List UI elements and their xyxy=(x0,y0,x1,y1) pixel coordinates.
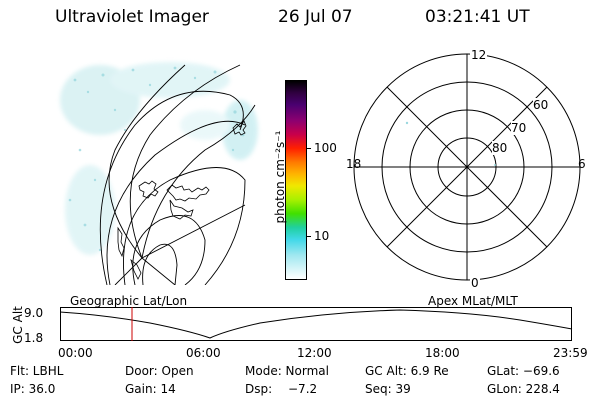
tick-mark xyxy=(306,148,311,149)
altitude-plot xyxy=(60,307,573,341)
apex-caption: Apex MLat/MLT xyxy=(428,294,518,308)
alt-tick-top: 9.0 xyxy=(24,306,44,320)
lat-label-80: 80 xyxy=(492,141,508,155)
mlt-label-6: 6 xyxy=(578,157,586,171)
gc-alt-axis-title: GC Alt xyxy=(11,306,25,344)
geographic-map xyxy=(60,62,258,285)
color-scale: 100 10 photon cm⁻²s⁻¹ xyxy=(260,70,340,285)
time-tick-1800: 18:00 xyxy=(425,346,460,360)
uv-emission xyxy=(60,62,258,255)
gain-status: Gain: 14 xyxy=(125,382,176,396)
time-tick-2359: 23:59 xyxy=(553,346,588,360)
emission-specks xyxy=(68,66,245,252)
mlt-label-0: 0 xyxy=(470,276,480,290)
dsp-value: −7.2 xyxy=(288,382,318,396)
dsp-label: Dsp: xyxy=(245,382,273,396)
instrument-title: Ultraviolet Imager xyxy=(55,7,209,27)
ip-status: IP: 36.0 xyxy=(10,382,56,396)
seq-status: Seq: 39 xyxy=(365,382,411,396)
alt-tick-bottom: 1.8 xyxy=(24,331,44,345)
time-tick-0000: 00:00 xyxy=(58,346,93,360)
geo-grid xyxy=(99,64,256,285)
filter-status: Flt: LBHL xyxy=(10,364,64,378)
mlt-label-18: 18 xyxy=(346,157,362,171)
glon-status: GLon: 228.4 xyxy=(487,382,560,396)
lat-label-70: 70 xyxy=(511,121,527,135)
polar-mlat-mlt-plot xyxy=(353,53,581,281)
glat-status: GLat: −69.6 xyxy=(487,364,560,378)
mode-status: Mode: Normal xyxy=(245,364,329,378)
date-label: 26 Jul 07 xyxy=(278,7,353,27)
coastline xyxy=(117,120,247,280)
door-status: Door: Open xyxy=(125,364,194,378)
geographic-caption: Geographic Lat/Lon xyxy=(70,294,188,308)
colorbar-unit-label: photon cm⁻²s⁻¹ xyxy=(273,130,287,224)
gc-alt-status: GC Alt: 6.9 Re xyxy=(365,364,449,378)
colorbar-tick-10: 10 xyxy=(314,229,330,243)
mlt-label-12: 12 xyxy=(470,48,488,62)
lat-label-60: 60 xyxy=(533,98,549,112)
colorbar-tick-100: 100 xyxy=(314,141,337,155)
tick-mark xyxy=(306,236,311,237)
time-tick-0600: 06:00 xyxy=(186,346,221,360)
time-label: 03:21:41 UT xyxy=(425,7,530,27)
altitude-curve xyxy=(60,309,573,339)
color-scale-bar xyxy=(285,80,307,280)
time-tick-1200: 12:00 xyxy=(297,346,332,360)
